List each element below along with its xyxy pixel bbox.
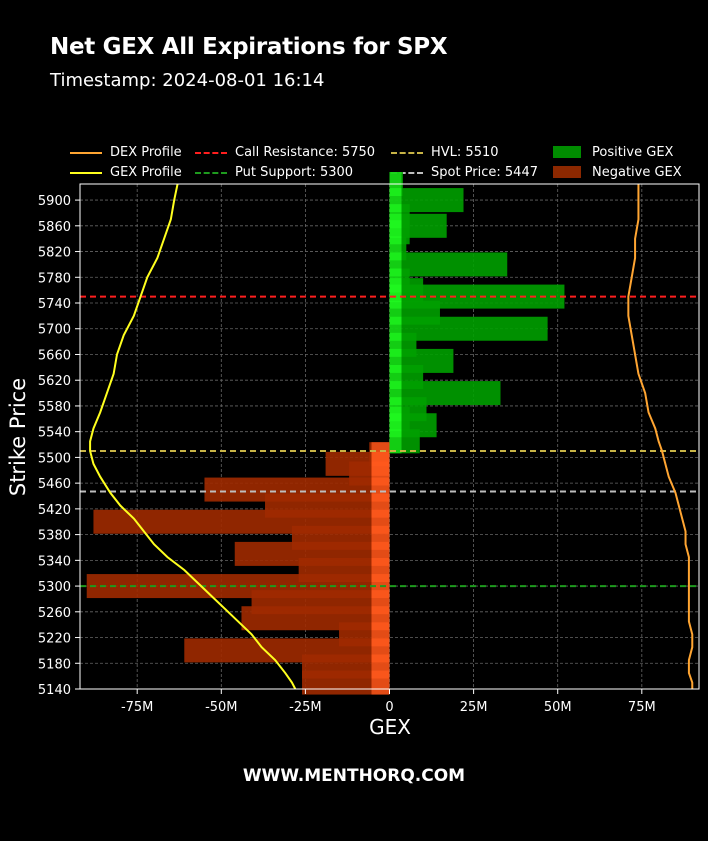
y-tick-label: 5620	[38, 374, 71, 389]
legend-swatch-hvl	[391, 152, 423, 154]
legend-swatch-spot-price	[391, 172, 423, 174]
negative-gex-bar-accent	[371, 670, 390, 695]
y-tick-label: 5340	[38, 554, 71, 569]
legend-label-spot-price: Spot Price: 5447	[431, 165, 538, 180]
y-tick-label: 5460	[38, 477, 71, 492]
level-lines	[80, 295, 699, 588]
y-tick-label: 5500	[38, 451, 71, 466]
y-tick-label: 5900	[38, 194, 71, 209]
legend-swatch-put-support	[195, 172, 227, 174]
x-tick-label: -50M	[205, 700, 237, 715]
x-tick-label: 75M	[628, 700, 656, 715]
y-tick-label: 5860	[38, 220, 71, 235]
legend-label-negative-gex: Negative GEX	[592, 165, 682, 180]
y-tick-label: 5660	[38, 348, 71, 363]
axes: -75M -50M -25M 0 25M 50M 75M 5140 5180 5220 5260 53…	[38, 183, 700, 715]
plot-frame	[79, 183, 700, 690]
y-axis-label: Strike Price	[6, 378, 30, 496]
y-tick-label: 5140	[38, 683, 71, 698]
dex-profile-line	[627, 184, 694, 689]
legend-label-put-support: Put Support: 5300	[235, 165, 354, 180]
legend-swatch-dex-profile	[70, 152, 102, 154]
legend-swatch-negative-gex	[553, 166, 581, 178]
legend-label-call-resistance: Call Resistance: 5750	[235, 145, 376, 160]
legend-label-hvl: HVL: 5510	[431, 145, 499, 160]
x-axis-label: GEX	[369, 715, 411, 739]
legend-swatch-positive-gex	[553, 146, 581, 158]
y-tick-label: 5580	[38, 400, 71, 415]
positive-gex-bar	[389, 252, 508, 277]
y-tick-label: 5700	[38, 323, 71, 338]
legend-label-gex-profile: GEX Profile	[110, 165, 182, 180]
y-tick-label: 5260	[38, 606, 71, 621]
profile-lines	[89, 183, 694, 690]
x-tick-label: 50M	[544, 700, 572, 715]
x-tick-label: -25M	[289, 700, 321, 715]
x-tick-label: -75M	[121, 700, 153, 715]
y-tick-label: 5780	[38, 271, 71, 286]
legend-label-positive-gex: Positive GEX	[592, 145, 674, 160]
legend-swatch-call-resistance	[195, 152, 227, 154]
y-tick-label: 5820	[38, 246, 71, 261]
y-tick-label: 5420	[38, 503, 71, 518]
y-tick-label: 5540	[38, 426, 71, 441]
y-tick-label: 5300	[38, 580, 71, 595]
y-tick-label: 5740	[38, 297, 71, 312]
y-tick-label: 5180	[38, 657, 71, 672]
gex-profile-line	[89, 183, 297, 690]
legend-label-dex-profile: DEX Profile	[110, 145, 182, 160]
chart-subtitle: Timestamp: 2024-08-01 16:14	[50, 70, 325, 91]
positive-gex-bar-accent	[389, 429, 402, 454]
footer-watermark: WWW.MENTHORQ.COM	[242, 766, 466, 786]
y-tick-label: 5380	[38, 529, 71, 544]
x-tick-label: 25M	[460, 700, 488, 715]
y-tick-label: 5220	[38, 632, 71, 647]
x-tick-label: 0	[385, 700, 393, 715]
gex-bars	[86, 172, 565, 695]
chart-title: Net GEX All Expirations for SPX	[50, 34, 448, 60]
legend-swatch-gex-profile	[70, 172, 102, 174]
